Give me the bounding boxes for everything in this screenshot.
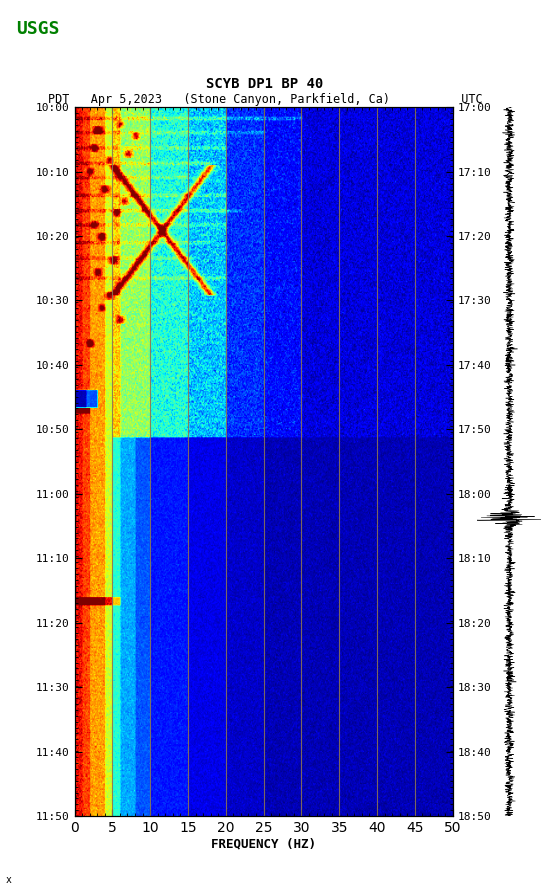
Text: USGS: USGS: [17, 20, 60, 37]
Text: x: x: [6, 875, 12, 885]
X-axis label: FREQUENCY (HZ): FREQUENCY (HZ): [211, 838, 316, 851]
Text: SCYB DP1 BP 40: SCYB DP1 BP 40: [206, 77, 323, 91]
Text: PDT   Apr 5,2023   (Stone Canyon, Parkfield, Ca)          UTC: PDT Apr 5,2023 (Stone Canyon, Parkfield,…: [47, 94, 482, 106]
